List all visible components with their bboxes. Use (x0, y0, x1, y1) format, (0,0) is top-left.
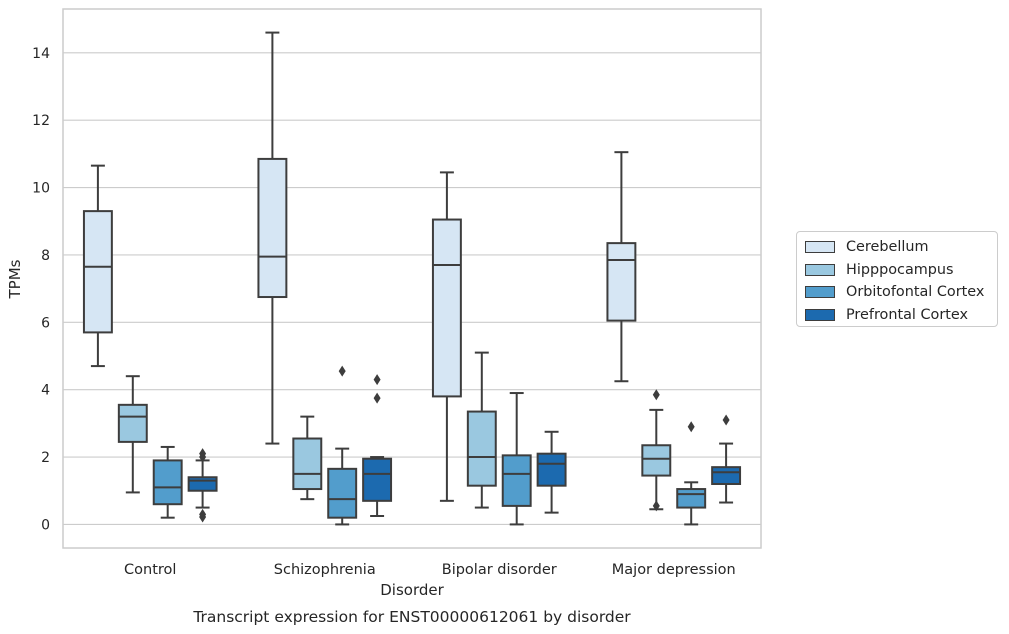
box-group (327, 365, 358, 526)
y-tick-labels: 0 2 4 6 8 10 12 14 (32, 46, 50, 534)
y-gridlines (63, 52, 761, 526)
box-group (152, 445, 183, 519)
x-tick-label: Schizophrenia (274, 562, 376, 578)
box-group (466, 351, 497, 509)
box-group (292, 415, 323, 501)
box-group (362, 374, 393, 517)
box (431, 218, 462, 398)
outlier-point (652, 389, 660, 401)
box (362, 457, 393, 502)
box (466, 410, 497, 487)
x-tick-labels: Control Schizophrenia Bipolar disorder Majo… (124, 562, 736, 578)
box-group (711, 414, 742, 504)
legend-label: Prefrontal Cortex (846, 306, 969, 323)
box (536, 452, 567, 487)
y-tick-label: 0 (41, 517, 50, 533)
y-tick-label: 4 (41, 383, 50, 399)
box-group (641, 389, 672, 512)
legend-swatch (805, 263, 835, 276)
box (187, 476, 218, 492)
plot-frame (62, 8, 762, 549)
legend-swatch (805, 308, 835, 321)
legend: Cerebellum Hipppocampus Orbitofontal Corte… (796, 231, 998, 327)
box (117, 403, 148, 443)
chart-caption: Transcript expression for ENST0000061206… (192, 608, 631, 626)
box (327, 467, 358, 519)
outlier-point (722, 414, 730, 426)
legend-item: Cerebellum (805, 236, 997, 259)
legend-swatch (805, 286, 835, 299)
legend-swatch (805, 241, 835, 254)
outlier-point (199, 451, 207, 463)
y-tick-label: 6 (41, 315, 50, 331)
x-tick-label: Bipolar disorder (442, 562, 557, 578)
box-group (606, 151, 637, 383)
outlier-point (652, 500, 660, 512)
box (641, 444, 672, 477)
box (711, 466, 742, 485)
box (606, 242, 637, 322)
x-tick-label: Control (124, 562, 176, 578)
outlier-point (687, 421, 695, 433)
box-group (117, 375, 148, 494)
box-group (257, 31, 288, 445)
box-group (676, 421, 707, 526)
box-group (82, 164, 113, 368)
y-axis-label: TPMs (6, 259, 24, 299)
box (82, 210, 113, 334)
box (292, 437, 323, 491)
y-tick-label: 12 (32, 113, 50, 129)
y-tick-label: 8 (41, 248, 50, 264)
y-tick-label: 2 (41, 450, 50, 466)
outlier-point (373, 374, 381, 386)
box (676, 488, 707, 509)
legend-item: Orbitofontal Cortex (805, 281, 997, 304)
x-axis-label: Disorder (380, 581, 444, 599)
box-group (431, 171, 462, 502)
outlier-point (199, 511, 207, 523)
outlier-point (338, 365, 346, 377)
box (257, 157, 288, 299)
box-group (501, 392, 532, 526)
legend-label: Hipppocampus (846, 261, 954, 278)
box-group (536, 430, 567, 514)
box-group (187, 448, 218, 523)
box (152, 459, 183, 506)
y-tick-label: 14 (32, 46, 50, 62)
box (501, 454, 532, 507)
outlier-point (373, 392, 381, 404)
y-tick-label: 10 (32, 181, 50, 197)
box-elements (82, 31, 742, 526)
legend-label: Cerebellum (846, 239, 929, 256)
legend-label: Orbitofontal Cortex (846, 284, 985, 301)
legend-item: Prefrontal Cortex (805, 304, 997, 327)
legend-item: Hipppocampus (805, 259, 997, 282)
x-tick-label: Major depression (612, 562, 736, 578)
